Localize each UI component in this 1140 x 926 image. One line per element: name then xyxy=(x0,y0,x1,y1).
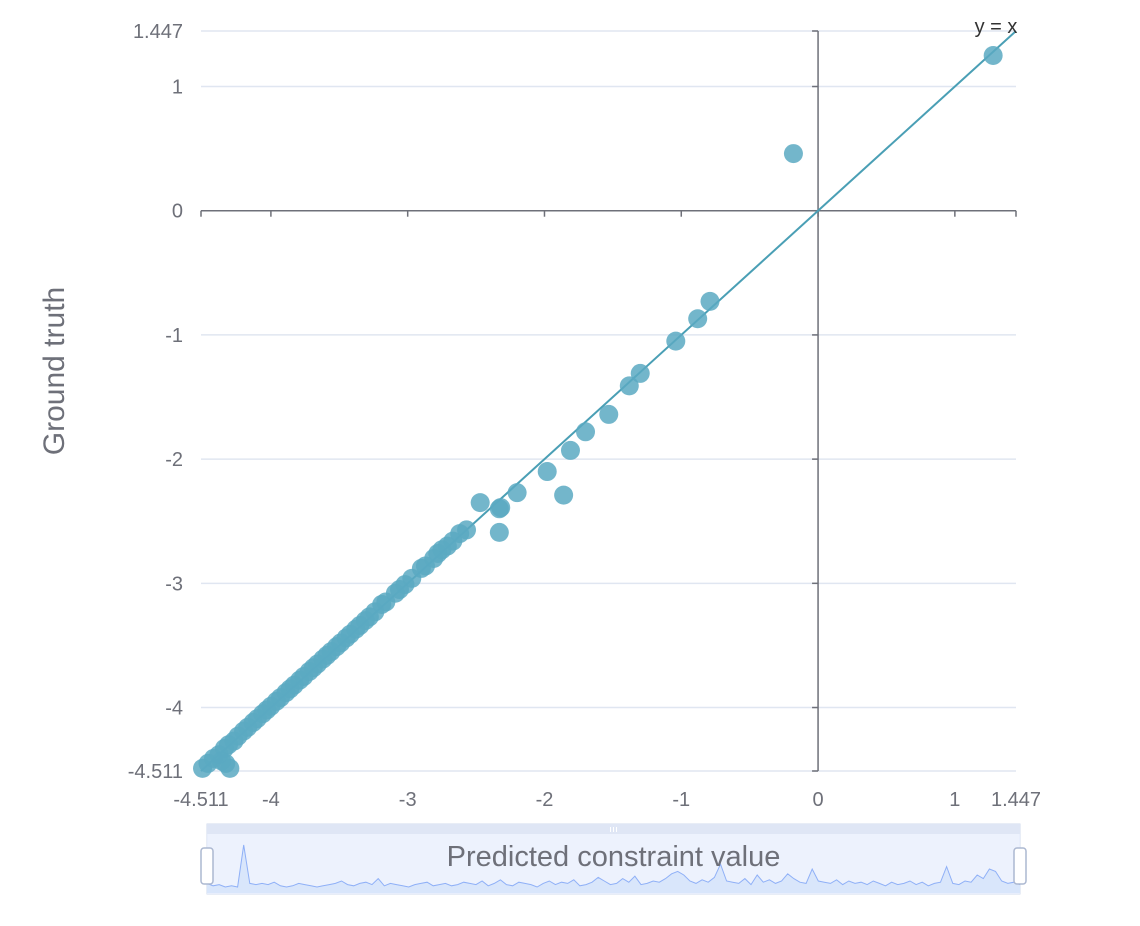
y-tick-label-0: 1.447 xyxy=(133,21,183,43)
data-point-12 xyxy=(507,483,527,503)
scatter-points xyxy=(193,45,1003,778)
data-point-15 xyxy=(470,493,490,513)
data-point-0 xyxy=(983,45,1003,65)
slider-handle-right[interactable] xyxy=(1013,847,1027,885)
data-point-11 xyxy=(554,485,574,505)
y-axis-ticks: 1.447 1 0 -1 -2 -3 -4 -4.511 xyxy=(128,21,819,783)
data-point-71 xyxy=(216,753,236,773)
x-tick-label-1: -4 xyxy=(262,789,280,811)
data-point-4 xyxy=(666,331,686,351)
y-tick-label-7: -4.511 xyxy=(128,761,183,783)
x-tick-label-2: -3 xyxy=(399,789,417,811)
data-point-14 xyxy=(491,498,511,518)
reference-line-label: y = x xyxy=(975,16,1018,38)
y-tick-label-2: 0 xyxy=(172,201,183,223)
data-point-1 xyxy=(783,144,803,164)
axes xyxy=(201,31,1016,771)
y-tick-label-4: -2 xyxy=(165,449,183,471)
slider-sparkline-area xyxy=(207,845,1020,893)
grip-icon xyxy=(610,827,617,832)
x-tick-label-7: 1.447 xyxy=(991,789,1041,811)
data-point-5 xyxy=(630,363,650,383)
data-zoom-slider[interactable]: Predicted constraint value xyxy=(200,823,1027,895)
data-point-8 xyxy=(576,422,596,442)
data-point-16 xyxy=(489,522,509,542)
x-axis-ticks: -4.511 -4 -3 -2 -1 0 1 1.447 xyxy=(173,210,1041,811)
data-point-9 xyxy=(560,440,580,460)
y-axis-title: Ground truth xyxy=(38,287,71,455)
data-point-68 xyxy=(193,758,213,778)
data-point-2 xyxy=(700,291,720,311)
data-point-3 xyxy=(688,309,708,329)
slider-sparkline-line xyxy=(206,844,1021,888)
y-tick-label-1: 1 xyxy=(172,77,183,99)
x-tick-label-3: -2 xyxy=(536,789,554,811)
slider-handle-left[interactable] xyxy=(200,847,214,885)
y-tick-label-5: -3 xyxy=(165,573,183,595)
x-tick-label-0: -4.511 xyxy=(173,789,228,811)
data-point-10 xyxy=(537,462,557,482)
data-point-7 xyxy=(599,404,619,424)
x-tick-label-4: -1 xyxy=(672,789,690,811)
y-tick-label-6: -4 xyxy=(165,698,183,720)
y-tick-label-3: -1 xyxy=(165,325,183,347)
data-point-6 xyxy=(619,376,639,396)
x-tick-label-6: 1 xyxy=(949,789,960,811)
slider-label: Predicted constraint value xyxy=(447,841,781,873)
x-tick-label-5: 0 xyxy=(813,789,824,811)
